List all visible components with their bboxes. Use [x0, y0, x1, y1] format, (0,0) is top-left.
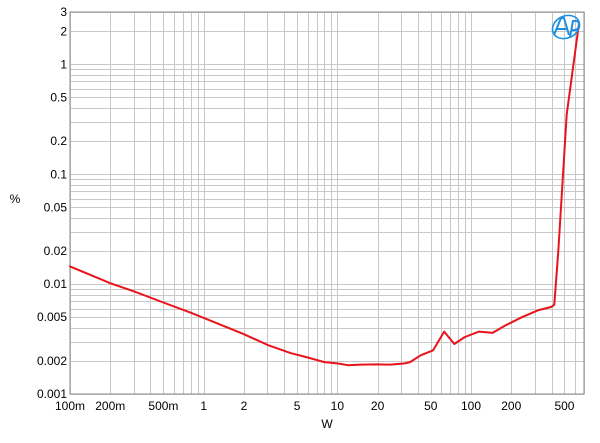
y-tick-label: 1: [60, 57, 67, 71]
x-tick-label: 1: [200, 399, 207, 413]
y-axis-label: %: [10, 192, 21, 206]
grid: [70, 12, 585, 395]
plot-area-frame: [69, 11, 585, 395]
y-tick-label: 0.01: [44, 277, 68, 291]
y-tick-label: 0.02: [44, 244, 68, 258]
x-tick-label: 200: [501, 399, 521, 413]
y-tick-label: 0.05: [44, 200, 68, 214]
x-tick-label: 50: [424, 399, 438, 413]
y-tick-labels: 3 2 1 0.5 0.2 0.1 0.05 0.02 0.01 0.005 0.002 0.001: [37, 5, 67, 401]
y-tick-label: 0.005: [37, 310, 67, 324]
x-tick-label: 5: [294, 399, 301, 413]
x-tick-label: 500: [554, 399, 574, 413]
y-tick-label: 0.2: [50, 134, 67, 148]
y-tick-label: 3: [60, 5, 67, 19]
x-tick-label: 500m: [148, 399, 178, 413]
x-tick-label: 10: [331, 399, 345, 413]
y-tick-label: 0.1: [50, 167, 67, 181]
ap-logo: [551, 14, 581, 40]
y-tick-label: 0.002: [37, 354, 67, 368]
ap-logo-letter-a: [553, 17, 570, 36]
x-tick-label: 20: [371, 399, 385, 413]
ap-logo-letter-p: [569, 19, 581, 38]
x-tick-label: 200m: [95, 399, 125, 413]
x-axis-label: W: [321, 417, 333, 431]
y-tick-label: 2: [60, 24, 67, 38]
series-layer: [69, 23, 580, 367]
x-tick-label: 100m: [55, 399, 85, 413]
x-tick-labels: 100m 200m 500m 1 2 5 10 20 50 100 200 500: [55, 399, 575, 413]
y-tick-label: 0.001: [37, 387, 67, 401]
x-tick-label: 2: [241, 399, 248, 413]
x-tick-label: 100: [461, 399, 481, 413]
y-tick-label: 0.5: [50, 90, 67, 104]
series-line: [69, 23, 580, 367]
